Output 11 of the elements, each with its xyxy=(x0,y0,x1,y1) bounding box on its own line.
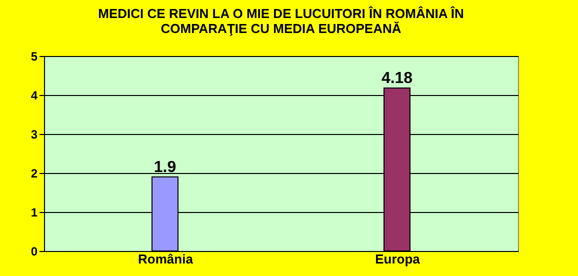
y-tick-label: 1 xyxy=(30,206,38,220)
chart-title: MEDICI CE REVIN LA O MIE DE LUCUITORI ÎN ROMÂNIA ÎN COMPARAŢIE CU MEDIA EUROPEANĂ xyxy=(98,6,464,36)
y-tick-label: 3 xyxy=(30,128,38,142)
data-label: 1.9 xyxy=(154,158,176,176)
x-tick-label: Europa xyxy=(375,252,421,266)
x-tick-label: România xyxy=(138,252,194,266)
y-tick-label: 4 xyxy=(30,88,38,102)
y-tick-label: 2 xyxy=(30,166,38,180)
y-tick-label: 5 xyxy=(30,50,38,64)
data-label: 4.18 xyxy=(381,70,413,87)
y-tick-label: 0 xyxy=(30,244,38,258)
